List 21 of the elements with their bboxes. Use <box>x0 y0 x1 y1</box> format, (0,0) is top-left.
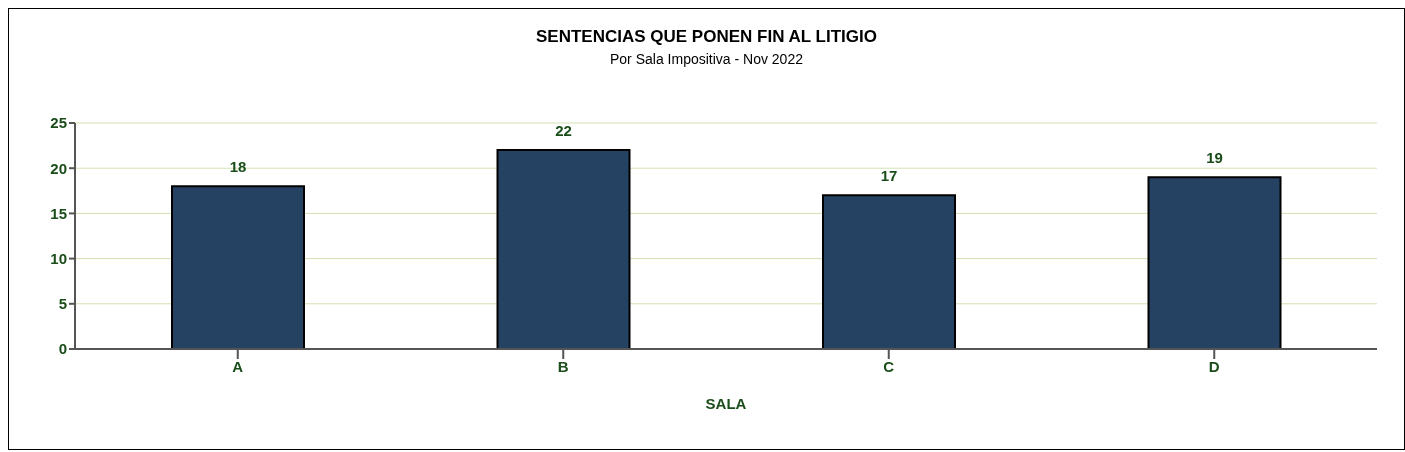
data-label: 19 <box>1206 149 1223 167</box>
x-axis-title: SALA <box>705 395 747 412</box>
data-label: 18 <box>229 158 247 176</box>
y-tick-label: 15 <box>50 204 67 222</box>
chart-subtitle: Por Sala Impositiva - Nov 2022 <box>609 51 804 67</box>
x-tick-label: B <box>557 357 569 375</box>
data-label: 17 <box>880 167 898 185</box>
y-tick-label: 0 <box>58 340 67 358</box>
x-tick-label: C <box>883 357 895 375</box>
bar <box>171 185 305 349</box>
y-tick-label: 10 <box>50 249 67 267</box>
bar <box>822 194 956 349</box>
chart-title: SENTENCIAS QUE PONEN FIN AL LITIGIO <box>535 27 878 47</box>
bar <box>1147 176 1282 349</box>
y-tick-label: 5 <box>58 295 67 313</box>
y-tick-label: 20 <box>50 159 67 177</box>
data-label: 22 <box>555 122 572 140</box>
y-tick-label: 25 <box>50 114 67 132</box>
x-tick-label: A <box>232 357 244 375</box>
x-tick-label: D <box>1208 357 1220 375</box>
bar <box>496 149 631 349</box>
